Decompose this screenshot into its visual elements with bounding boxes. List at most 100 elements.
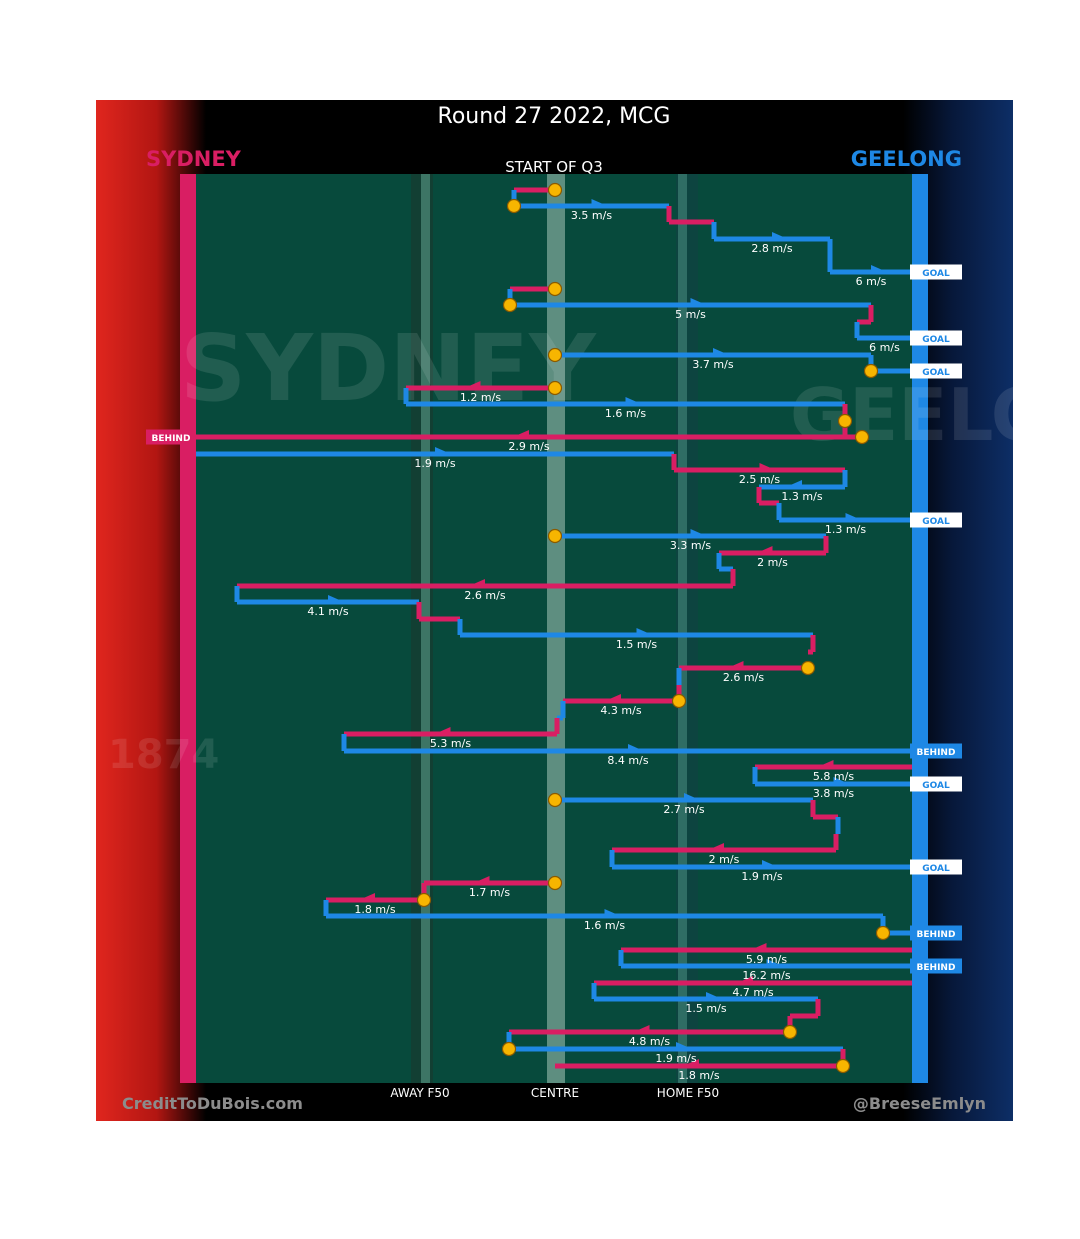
ball-marker	[671, 693, 687, 709]
direction-arrow	[737, 976, 753, 985]
possession-chain	[507, 286, 912, 341]
direction-arrow	[756, 546, 773, 555]
ball-marker	[863, 363, 879, 379]
result-badge-text: BEHIND	[917, 748, 956, 758]
speed-label: 4.1 m/s	[307, 605, 348, 618]
direction-arrow	[676, 1042, 692, 1051]
direction-arrow	[750, 943, 767, 952]
direction-arrow	[766, 959, 783, 968]
direction-arrow	[690, 298, 707, 307]
home-f50-line	[678, 174, 687, 1083]
result-badge	[910, 264, 962, 280]
result-badge	[146, 429, 196, 445]
direction-arrow	[690, 529, 707, 538]
speed-label: 6 m/s	[856, 275, 887, 288]
direction-arrow	[464, 381, 481, 390]
direction-arrow	[817, 760, 834, 769]
direction-arrow	[683, 1059, 699, 1068]
result-badge	[910, 925, 962, 941]
watermark-layer: SYDNEY 1874 GEELONG	[108, 315, 1080, 778]
speed-label: 1.2 m/s	[460, 391, 501, 404]
speed-label: 2.5 m/s	[739, 473, 780, 486]
possession-chain	[196, 447, 912, 523]
speed-label: 5.3 m/s	[430, 737, 471, 750]
speed-label: 3.3 m/s	[670, 539, 711, 552]
direction-arrow	[359, 893, 375, 902]
speed-label: 5.8 m/s	[813, 770, 854, 783]
speed-label: 8.4 m/s	[607, 754, 648, 767]
ball-marker	[547, 792, 563, 808]
labels-layer: 3.5 m/s 2.8 m/s 6 m/s 5 m/s 6 m/s 3.7 m/s 1.2 …	[307, 209, 900, 1082]
direction-arrow	[845, 513, 862, 522]
direction-arrow	[513, 430, 529, 439]
direction-arrow	[759, 463, 776, 472]
result-badge-text: GOAL	[922, 517, 950, 527]
result-badge-text: GOAL	[922, 335, 950, 345]
speed-label: 2.7 m/s	[663, 803, 704, 816]
direction-arrow	[328, 595, 344, 604]
direction-arrow	[591, 199, 608, 208]
footer: AWAY F50 CENTRE HOME F50 CreditToDuBois.…	[122, 1086, 986, 1113]
direction-arrow	[435, 447, 451, 456]
ball-marker	[837, 413, 853, 429]
direction-arrow	[713, 348, 729, 357]
result-badge-text: GOAL	[922, 781, 950, 791]
result-badge-text: BEHIND	[917, 963, 956, 973]
result-badge	[910, 512, 962, 528]
ball-marker	[547, 281, 563, 297]
possession-chain	[752, 760, 912, 787]
credit-left: CreditToDuBois.com	[122, 1094, 303, 1113]
direction-arrow	[633, 1025, 650, 1034]
sydney-watermark-year: 1874	[108, 732, 219, 778]
speed-label: 4.8 m/s	[629, 1035, 670, 1048]
ball-marker	[854, 429, 870, 445]
ball-marker	[800, 660, 816, 676]
ball-marker	[547, 347, 563, 363]
direction-arrow	[605, 694, 621, 703]
speed-label: 5.9 m/s	[746, 953, 787, 966]
direction-arrow	[469, 579, 485, 588]
ball-marker	[547, 380, 563, 396]
chart-title: Round 27 2022, MCG	[438, 104, 671, 129]
geelong-goal-line	[912, 174, 928, 1083]
result-badge-text: GOAL	[922, 269, 950, 279]
result-badge-text: BEHIND	[917, 930, 956, 940]
speed-label: 1.9 m/s	[741, 870, 782, 883]
speed-label: 1.5 m/s	[616, 638, 657, 651]
direction-arrow	[628, 744, 644, 753]
speed-label: 4.7 m/s	[732, 986, 773, 999]
speed-label: 1.7 m/s	[469, 886, 510, 899]
ball-marker	[502, 297, 518, 313]
away-f50-line	[421, 174, 430, 1083]
speed-label: 3.5 m/s	[571, 209, 612, 222]
sydney-goal-line	[180, 174, 196, 1083]
speed-label: 6 m/s	[869, 341, 900, 354]
speed-label: 16.2 m/s	[742, 969, 790, 982]
result-badge-text: GOAL	[922, 864, 950, 874]
speed-label: 1.6 m/s	[605, 407, 646, 420]
direction-arrow	[833, 777, 850, 786]
ball-marker	[875, 925, 891, 941]
direction-arrow	[473, 876, 490, 885]
sydney-team-label: SYDNEY	[146, 147, 242, 171]
ball-marker	[506, 198, 522, 214]
axis-label-home-f50: HOME F50	[657, 1086, 719, 1100]
result-badge	[910, 776, 962, 792]
geelong-team-label: GEELONG	[851, 147, 962, 171]
speed-label: 1.9 m/s	[414, 457, 455, 470]
ball-marker	[547, 182, 563, 198]
possession-chain	[618, 943, 912, 969]
speed-label: 5 m/s	[675, 308, 706, 321]
speed-label: 1.8 m/s	[678, 1069, 719, 1082]
speed-label: 4.3 m/s	[600, 704, 641, 717]
direction-arrow	[684, 793, 700, 802]
speed-label: 2 m/s	[757, 556, 788, 569]
result-badge-text: GOAL	[922, 368, 950, 378]
result-badge-text: BEHIND	[152, 434, 191, 444]
possession-chain	[323, 876, 912, 936]
speed-label: 2.9 m/s	[508, 440, 549, 453]
direction-arrow	[434, 727, 451, 736]
possession-chain	[234, 529, 829, 655]
